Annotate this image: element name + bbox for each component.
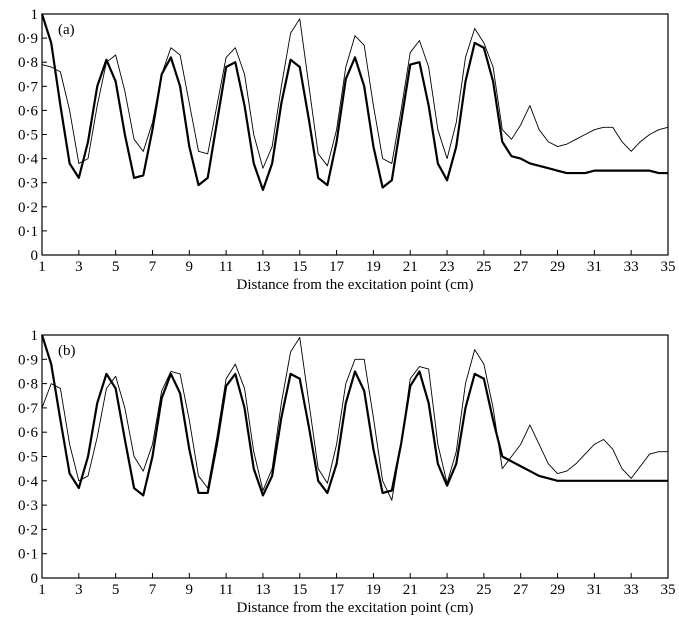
- x-tick-label: 15: [292, 582, 307, 598]
- y-tick-label: 0·6: [18, 425, 38, 441]
- data-line: [41, 18, 669, 169]
- x-tick-label: 9: [186, 582, 194, 598]
- y-tick-label: 0·2: [18, 522, 38, 538]
- x-tick-label: 25: [476, 582, 491, 598]
- x-tick-label: 29: [550, 582, 565, 598]
- x-tick-label: 1: [38, 259, 46, 275]
- x-tick-label: 33: [624, 259, 639, 275]
- x-tick-label: 7: [149, 582, 157, 598]
- y-tick-label: 0: [31, 248, 39, 264]
- x-tick-label: 17: [329, 582, 345, 598]
- x-tick-label: 21: [403, 259, 418, 275]
- x-tick-label: 3: [75, 582, 83, 598]
- x-tick-label: 23: [440, 259, 455, 275]
- x-tick-label: 3: [75, 259, 83, 275]
- y-tick-label: 0·8: [18, 377, 38, 393]
- y-tick-label: 0·3: [18, 176, 38, 192]
- y-tick-label: 0·2: [18, 200, 38, 216]
- x-tick-label: 31: [587, 259, 602, 275]
- x-tick-label: 11: [219, 582, 233, 598]
- y-tick-label: 0·7: [18, 79, 38, 95]
- y-tick-label: 0·3: [18, 498, 38, 514]
- data-line: [41, 336, 668, 501]
- y-tick-label: 0·9: [18, 31, 38, 47]
- panel-label: (b): [58, 343, 76, 359]
- y-tick-label: 0·5: [18, 128, 38, 144]
- y-tick-label: 0·5: [18, 450, 38, 466]
- x-tick-label: 1: [38, 582, 46, 598]
- x-tick-label: 9: [186, 259, 194, 275]
- x-tick-label: 17: [329, 259, 345, 275]
- x-tick-label: 35: [661, 582, 676, 598]
- x-tick-label: 23: [440, 582, 455, 598]
- x-tick-label: 31: [587, 582, 602, 598]
- y-tick-label: 1: [31, 7, 39, 23]
- x-axis-label: Distance from the excitation point (cm): [236, 277, 473, 293]
- x-tick-label: 19: [366, 259, 381, 275]
- x-tick-label: 35: [661, 259, 676, 275]
- x-tick-label: 27: [513, 259, 529, 275]
- x-tick-label: 15: [292, 259, 307, 275]
- x-tick-label: 29: [550, 259, 565, 275]
- y-tick-label: 0·7: [18, 401, 38, 417]
- y-tick-label: 0·4: [18, 474, 38, 490]
- y-tick-label: 0·8: [18, 55, 38, 71]
- x-tick-label: 5: [112, 582, 120, 598]
- x-tick-label: 5: [112, 259, 120, 275]
- y-tick-label: 0·1: [18, 547, 38, 563]
- x-tick-label: 21: [403, 582, 418, 598]
- x-tick-label: 7: [149, 259, 157, 275]
- y-tick-label: 0·1: [18, 224, 38, 240]
- data-line: [40, 334, 668, 497]
- y-tick-label: 0·9: [18, 352, 38, 368]
- y-tick-label: 0: [31, 571, 39, 587]
- x-tick-label: 13: [255, 259, 270, 275]
- x-tick-label: 13: [255, 582, 270, 598]
- x-tick-label: 27: [513, 582, 529, 598]
- x-tick-label: 25: [476, 259, 491, 275]
- x-tick-label: 19: [366, 582, 381, 598]
- panel-label: (a): [58, 22, 75, 38]
- x-axis-label: Distance from the excitation point (cm): [236, 600, 473, 616]
- data-line: [40, 13, 668, 192]
- x-tick-label: 33: [624, 582, 639, 598]
- x-tick-label: 11: [219, 259, 233, 275]
- y-tick-label: 1: [31, 328, 39, 344]
- y-tick-label: 0·4: [18, 152, 38, 168]
- plot-frame: [41, 13, 669, 256]
- y-tick-label: 0·6: [18, 103, 38, 119]
